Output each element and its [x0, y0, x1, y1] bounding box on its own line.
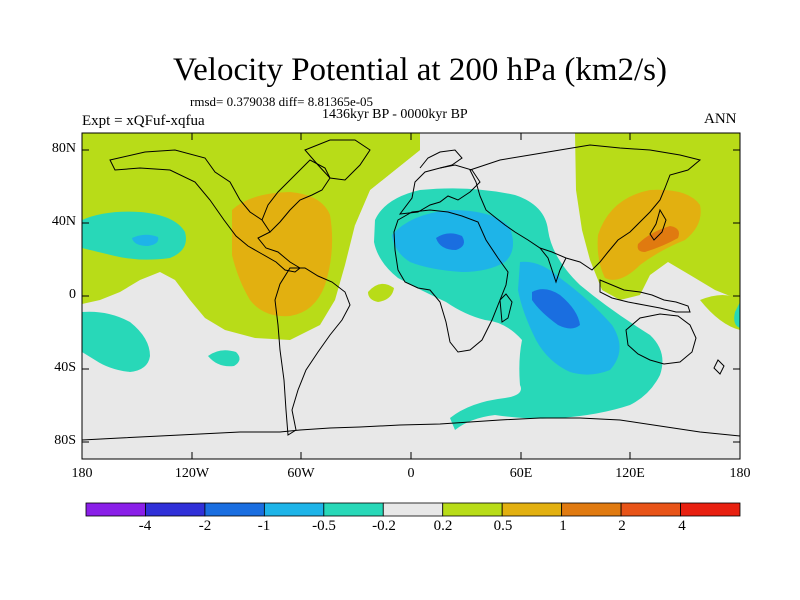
negative-min-indian-ocean	[532, 289, 580, 329]
negative-spot-south-pacific-small	[208, 350, 240, 367]
axis-ticks	[81, 133, 741, 459]
negative-region-far-east-pacific	[734, 302, 740, 328]
colorbar-label: 0.5	[493, 518, 513, 534]
colorbar-swatch	[501, 502, 563, 517]
colorbar-label: 0.2	[433, 518, 453, 534]
positive-max-japan	[637, 226, 679, 252]
colorbar-swatch	[263, 502, 325, 517]
colorbar	[85, 502, 741, 517]
coast-north-america	[109, 149, 301, 273]
time-period: 1436kyr BP - 0000kyr BP	[322, 107, 468, 122]
coast-scandinavia	[419, 149, 463, 169]
lon-label-60e: 60E	[509, 466, 533, 481]
coast-north-america-east	[261, 159, 331, 233]
colorbar-swatch	[145, 502, 206, 517]
lat-label-80n: 80N	[51, 141, 76, 156]
coast-greenland	[304, 139, 371, 181]
coast-europe	[398, 164, 481, 215]
map-title: Velocity Potential at 200 hPa (km2/s)	[172, 52, 668, 88]
positive-core-americas	[232, 192, 333, 317]
coast-new-zealand	[713, 359, 725, 375]
coast-japan	[649, 208, 667, 241]
colorbar-label: -4	[138, 518, 152, 534]
coast-australia	[625, 313, 697, 365]
velocity-potential-field	[82, 133, 740, 459]
colorbar-label: -0.2	[372, 518, 396, 534]
coast-south-america	[274, 267, 351, 436]
colorbar-swatch	[85, 502, 146, 517]
coastlines	[82, 139, 740, 441]
colorbar-label: -1	[257, 518, 271, 534]
lon-label-180e: 180	[729, 466, 751, 481]
experiment-label: Expt = xQFuf-xqfua	[82, 113, 205, 129]
negative-mid-pacific-spot	[132, 234, 159, 246]
coast-asia	[469, 144, 702, 271]
coast-madagascar	[499, 293, 513, 323]
negative-min-north-africa	[436, 233, 464, 250]
negative-region-south-pacific	[82, 311, 150, 372]
colorbar-label: 1	[559, 518, 567, 534]
season-label: ANN	[704, 111, 737, 127]
coast-antarctica	[82, 417, 740, 441]
colorbar-swatch	[204, 502, 265, 517]
lat-label-40s: 40S	[54, 360, 76, 375]
lon-label-120w: 120W	[174, 466, 210, 481]
lon-label-120e: 120E	[615, 466, 645, 481]
colorbar-swatch	[680, 502, 741, 517]
positive-region-east-pacific-tip	[700, 295, 740, 330]
colorbar-label: 4	[678, 518, 686, 534]
colorbar-label: -2	[198, 518, 212, 534]
coast-maritime-continent	[599, 279, 691, 313]
positive-region-north-atlantic-band	[330, 133, 420, 225]
rmsd-diff-stats: rmsd= 0.379038 diff= 8.81365e-05	[190, 94, 374, 109]
negative-region-pacific-west	[82, 211, 186, 260]
lat-label-0: 0	[69, 287, 76, 302]
positive-spot-west-africa	[368, 283, 394, 302]
lat-label-40n: 40N	[51, 214, 76, 229]
colorbar-label: 2	[618, 518, 626, 534]
lon-label-0: 0	[407, 466, 415, 481]
colorbar-label: -0.5	[312, 518, 336, 534]
colorbar-swatch	[620, 502, 681, 517]
coast-africa	[393, 209, 509, 353]
lon-label-60w: 60W	[287, 466, 315, 481]
lat-label-80s: 80S	[54, 433, 76, 448]
positive-core-east-asia	[597, 189, 701, 280]
coast-india	[539, 247, 567, 284]
colorbar-swatch	[382, 502, 444, 517]
colorbar-swatch	[442, 502, 503, 517]
colorbar-swatch	[561, 502, 622, 517]
lon-label-180w: 180	[71, 466, 93, 481]
colorbar-swatch	[323, 502, 384, 517]
